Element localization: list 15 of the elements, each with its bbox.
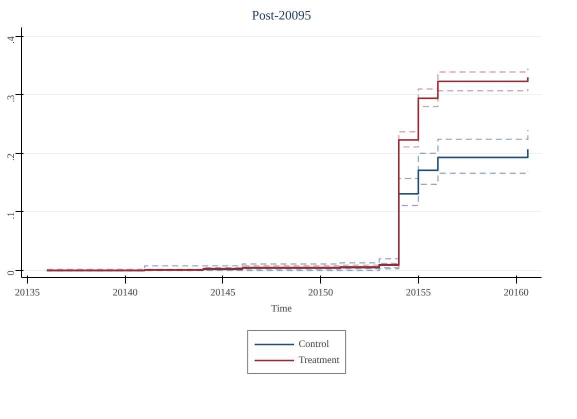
x-tick-label: 20155 xyxy=(406,288,431,298)
x-tick-label: 20150 xyxy=(308,288,334,298)
y-tick-label: 0 xyxy=(6,270,17,276)
x-axis-title: Time xyxy=(271,304,292,314)
y-tick-label: .4 xyxy=(6,36,17,44)
y-tick-label: .1 xyxy=(6,212,17,220)
legend-label: Control xyxy=(298,338,330,351)
legend-label: Treatment xyxy=(298,354,340,367)
x-tick-label: 20135 xyxy=(14,288,40,298)
y-tick-label: .3 xyxy=(6,94,17,102)
y-tick-label: .2 xyxy=(6,153,17,161)
x-tick-label: 20145 xyxy=(210,288,236,298)
x-tick-label: 20140 xyxy=(112,288,138,298)
chart-title: Post-20095 xyxy=(252,8,312,22)
x-tick-label: 20160 xyxy=(504,288,529,298)
